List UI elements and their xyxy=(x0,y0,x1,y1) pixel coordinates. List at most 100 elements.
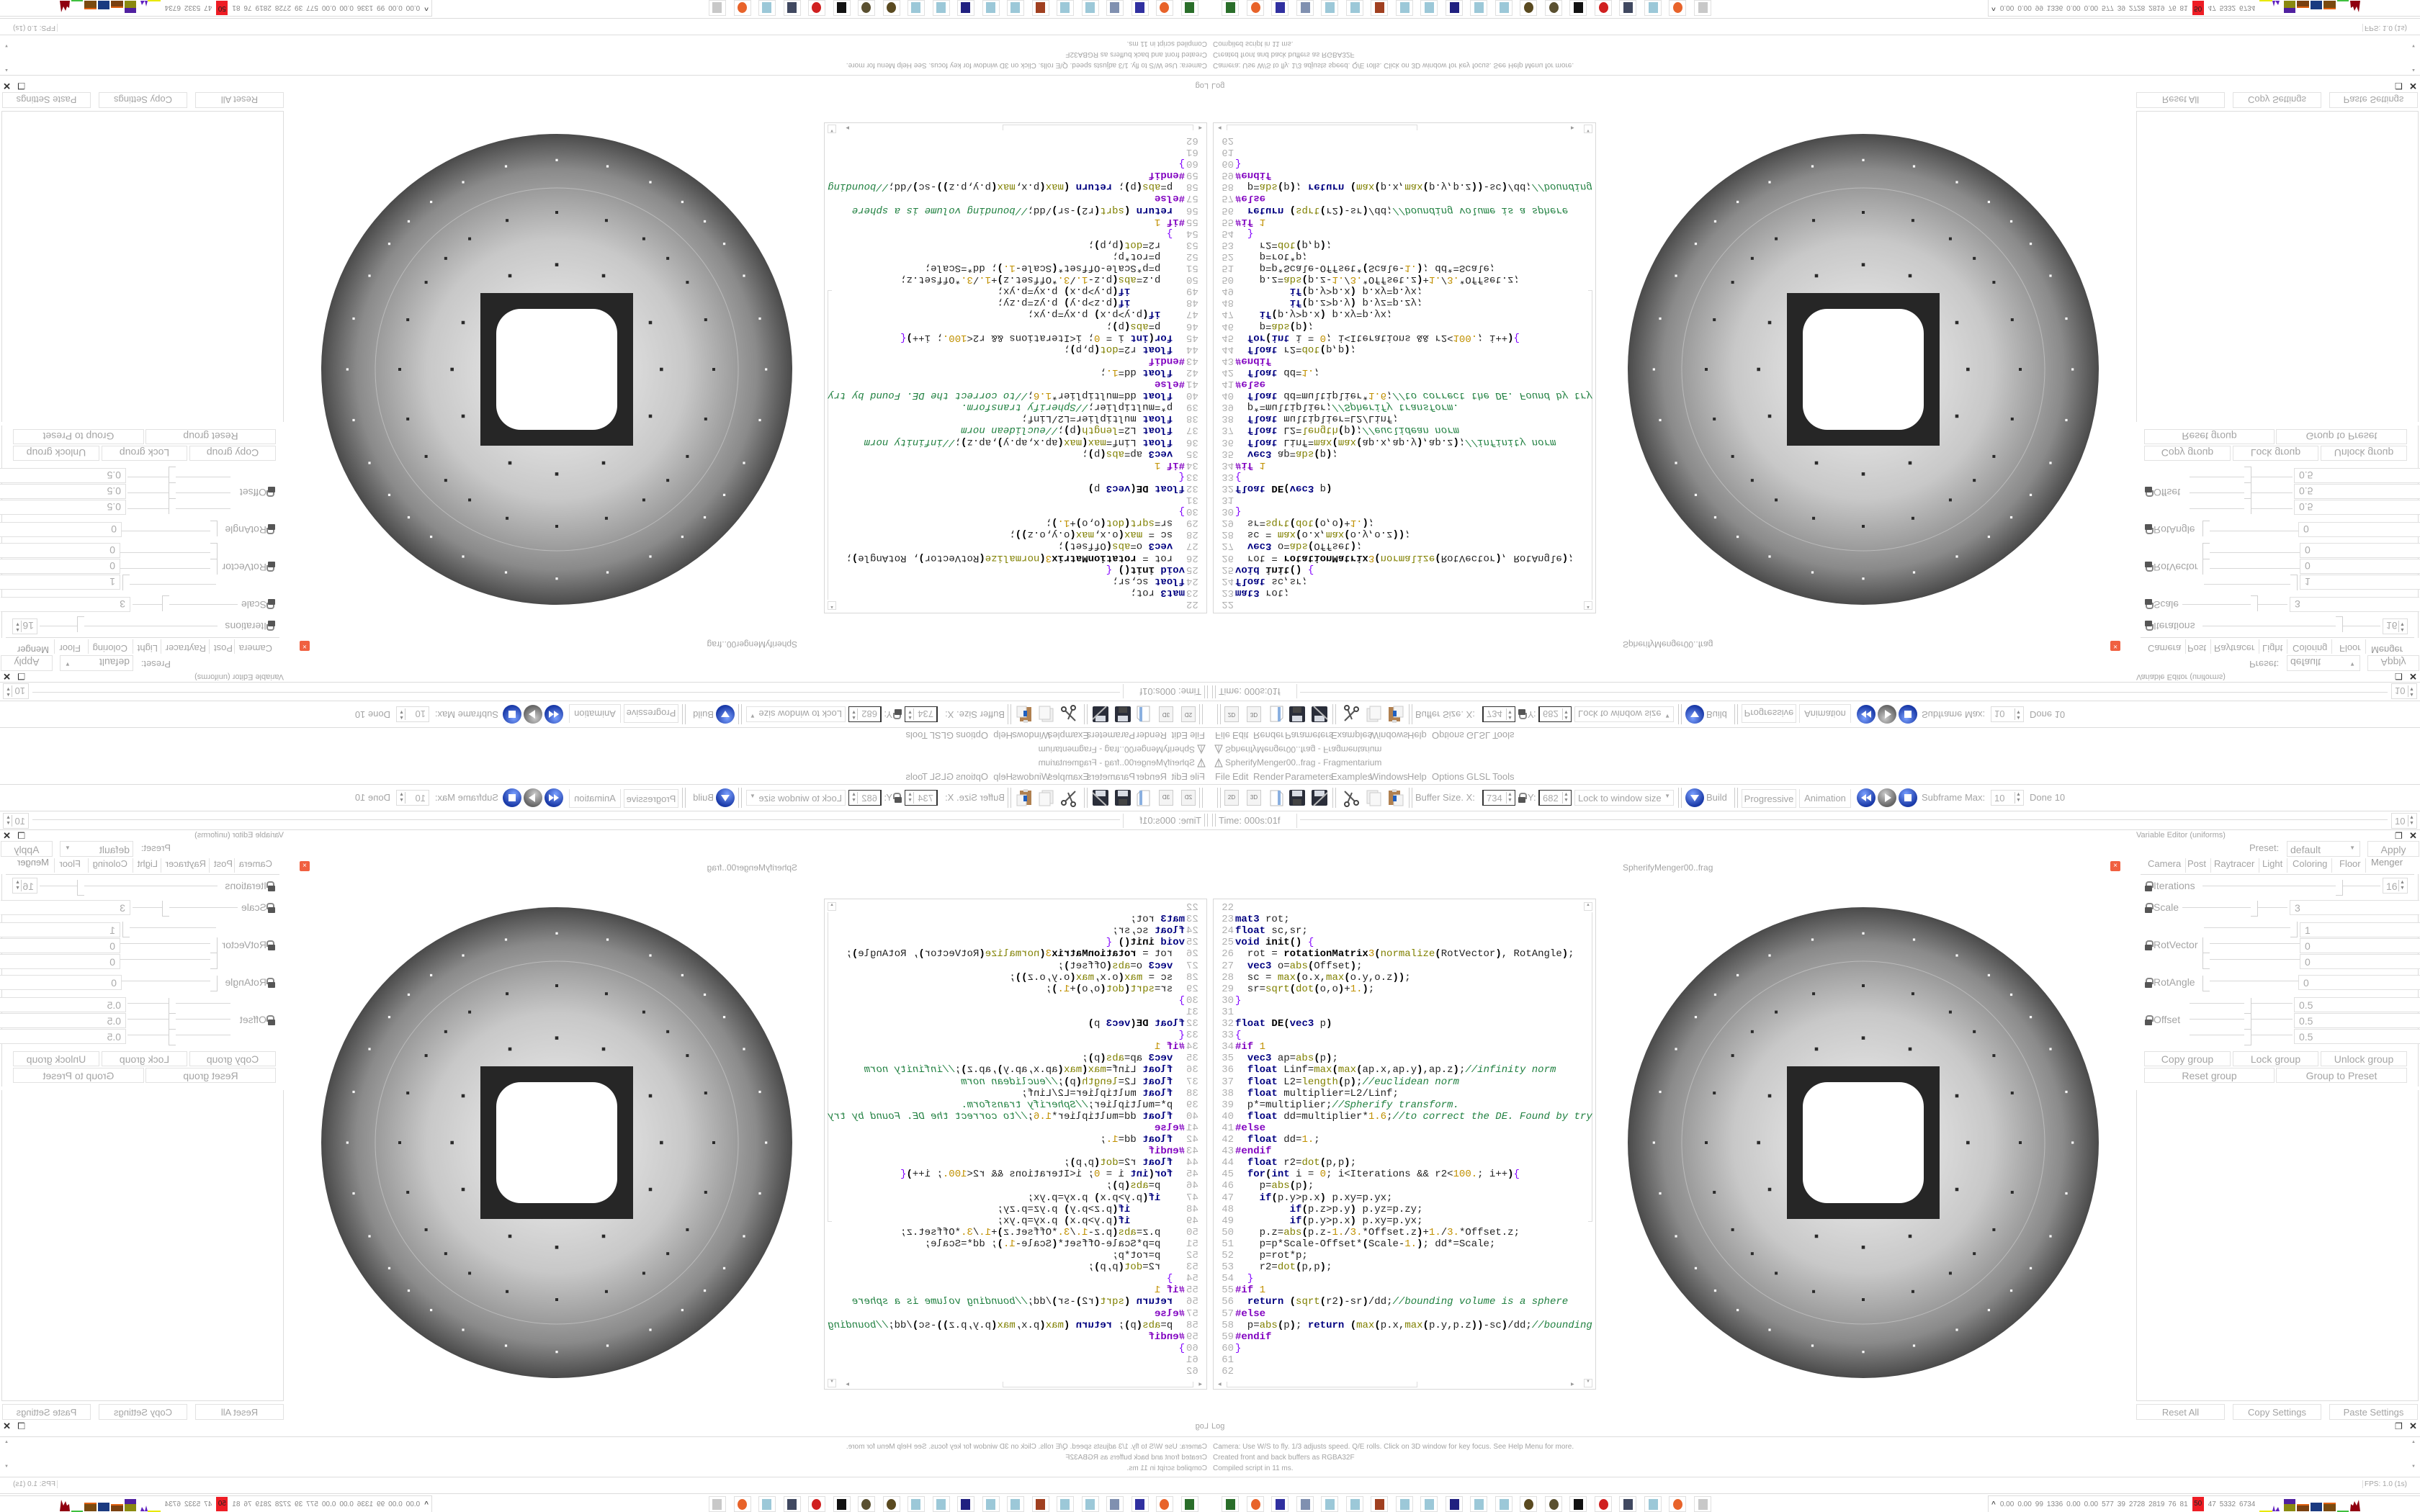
menu-glsl-tools[interactable]: GLSL Tools xyxy=(1466,730,1515,741)
vertical-scrollbar-thumb[interactable] xyxy=(1588,912,1592,1222)
buffer-y-spinbox[interactable]: 682 ▲ ▼ xyxy=(848,790,882,806)
animation-button[interactable]: Animation xyxy=(569,704,621,723)
timeline-slider[interactable] xyxy=(1300,692,2388,693)
notepad-icon[interactable] xyxy=(1321,0,1338,16)
2d-icon[interactable]: 2D xyxy=(1181,706,1196,722)
offset-x-slider[interactable] xyxy=(127,508,230,509)
menu-windows[interactable]: Windows xyxy=(1370,730,1408,741)
build-label[interactable]: Build xyxy=(693,792,714,803)
close-tab-icon[interactable]: × xyxy=(2110,641,2120,651)
offset-y-slider[interactable] xyxy=(127,492,230,493)
notepad-icon[interactable] xyxy=(1007,0,1025,16)
reset-group-button[interactable]: Reset group xyxy=(145,429,276,444)
offset-z-field[interactable]: 0.5 xyxy=(0,1029,126,1044)
tab-coloring[interactable]: Coloring xyxy=(2288,858,2333,873)
lock-group-button[interactable]: Lock group xyxy=(102,1051,187,1066)
scroll-right-arrow[interactable]: ▶ xyxy=(846,1382,849,1387)
editor-tab-filename[interactable]: SpherifyMenger00..frag xyxy=(1623,639,1713,649)
rotangle-handle[interactable] xyxy=(210,521,218,536)
tab-raytracer[interactable]: Raytracer xyxy=(2210,639,2260,654)
red-gear-icon[interactable] xyxy=(808,0,826,16)
coin-icon[interactable] xyxy=(883,1496,900,1512)
rotvector-x-field[interactable]: 1 xyxy=(0,575,120,590)
reset-all-button[interactable]: Reset All xyxy=(195,1404,284,1420)
floppy-64-icon[interactable] xyxy=(1271,1496,1289,1512)
paste-settings-button[interactable]: Paste Settings xyxy=(2,92,91,108)
scale-slider-handle[interactable] xyxy=(2251,901,2258,917)
coin-icon[interactable] xyxy=(858,1496,876,1512)
progressive-button[interactable]: Progressive xyxy=(624,789,678,808)
save-as-icon[interactable] xyxy=(1091,788,1110,807)
rotvector-y-handle[interactable] xyxy=(210,559,218,575)
offset-y-field[interactable]: 0.5 xyxy=(2294,484,2420,499)
iterations-lock-icon[interactable] xyxy=(268,621,275,631)
float-log-icon[interactable]: ❐ xyxy=(2395,81,2403,91)
lock-to-window-combo[interactable]: Lock to window size ▼ xyxy=(746,706,846,722)
terminal-icon[interactable] xyxy=(1222,1496,1239,1512)
jpg-icon[interactable] xyxy=(1445,1496,1463,1512)
scale-slider-handle[interactable] xyxy=(162,901,169,917)
scale-lock-icon[interactable] xyxy=(268,903,275,913)
monitor-icon[interactable] xyxy=(784,0,801,16)
rotvector-z-slider[interactable] xyxy=(2208,552,2300,553)
rotvector-x-handle[interactable] xyxy=(122,575,130,590)
tab-floor[interactable]: Floor xyxy=(54,639,85,654)
subframe-max-spinbox[interactable]: 10 ▲ ▼ xyxy=(396,706,429,722)
rotvector-z-field[interactable]: 0 xyxy=(2300,954,2420,969)
rotvector-y-slider[interactable] xyxy=(120,943,212,944)
rotvector-y-field[interactable]: 0 xyxy=(0,559,120,574)
float-panel-icon[interactable]: ❐ xyxy=(2395,671,2403,681)
build-button[interactable] xyxy=(1685,788,1704,807)
scale-lock-icon[interactable] xyxy=(2145,903,2154,913)
coin-icon[interactable] xyxy=(1544,1496,1562,1512)
jpg-icon[interactable] xyxy=(957,1496,975,1512)
save-icon[interactable] xyxy=(1288,788,1307,807)
timeline-spinbox[interactable]: 10 ▲ ▼ xyxy=(2391,683,2417,699)
subframe-max-spinbox[interactable]: 10 ▲ ▼ xyxy=(396,790,429,806)
preset-combo[interactable]: default ▼ xyxy=(2287,655,2360,671)
editor-tab-filename[interactable]: SpherifyMenger00..frag xyxy=(707,863,797,873)
tab-coloring[interactable]: Coloring xyxy=(87,639,132,654)
tab-coloring[interactable]: Coloring xyxy=(2288,639,2333,654)
rotvector-x-handle[interactable] xyxy=(2290,575,2298,590)
tab-coloring[interactable]: Coloring xyxy=(87,858,132,873)
tab-raytracer[interactable]: Raytracer xyxy=(2210,858,2260,873)
reset-all-button[interactable]: Reset All xyxy=(2136,92,2225,108)
log-scroll-down-arrow[interactable]: ▼ xyxy=(2411,1464,2416,1469)
unlock-group-button[interactable]: Unlock group xyxy=(13,1051,99,1066)
save-icon[interactable] xyxy=(1113,788,1132,807)
offset-x-field[interactable]: 0.5 xyxy=(0,997,126,1012)
scroll-left-arrow[interactable]: ◀ xyxy=(1218,125,1222,130)
paste-icon[interactable] xyxy=(1015,788,1034,807)
rotvector-z-field[interactable]: 0 xyxy=(0,543,120,558)
3d-icon[interactable]: 3D xyxy=(1247,706,1261,722)
offset-y-field[interactable]: 0.5 xyxy=(0,1013,126,1028)
paste-icon[interactable] xyxy=(1386,705,1405,724)
close-panel-icon[interactable]: ✕ xyxy=(3,671,11,682)
menu-options[interactable]: Options xyxy=(956,771,988,782)
menu-parameters[interactable]: Parameters xyxy=(1285,771,1334,782)
monitor-icon[interactable] xyxy=(784,1496,801,1512)
3d-icon[interactable]: 3D xyxy=(1247,790,1261,806)
menu-file[interactable]: File xyxy=(1215,730,1230,741)
wolf-icon[interactable] xyxy=(833,1496,851,1512)
lock-to-window-combo[interactable]: Lock to window size ▼ xyxy=(1574,790,1674,806)
coin-icon[interactable] xyxy=(883,0,900,16)
bug-icon[interactable] xyxy=(1032,1496,1049,1512)
red-gear-icon[interactable] xyxy=(1594,0,1612,16)
notepad-icon[interactable] xyxy=(1345,1496,1363,1512)
notepad-icon[interactable] xyxy=(1420,0,1438,16)
red-gear-icon[interactable] xyxy=(808,1496,826,1512)
tab-post[interactable]: Post xyxy=(208,639,237,654)
lock-aspect-icon[interactable] xyxy=(895,793,902,803)
rotvector-x-handle[interactable] xyxy=(2290,922,2298,937)
rotangle-field[interactable]: 0 xyxy=(0,522,122,537)
progressive-button[interactable]: Progressive xyxy=(1742,789,1796,808)
wolf-icon[interactable] xyxy=(1569,0,1587,16)
menu-file[interactable]: File xyxy=(1190,771,1205,782)
copy-icon[interactable] xyxy=(1036,788,1055,807)
tab-floor[interactable]: Floor xyxy=(2335,639,2366,654)
